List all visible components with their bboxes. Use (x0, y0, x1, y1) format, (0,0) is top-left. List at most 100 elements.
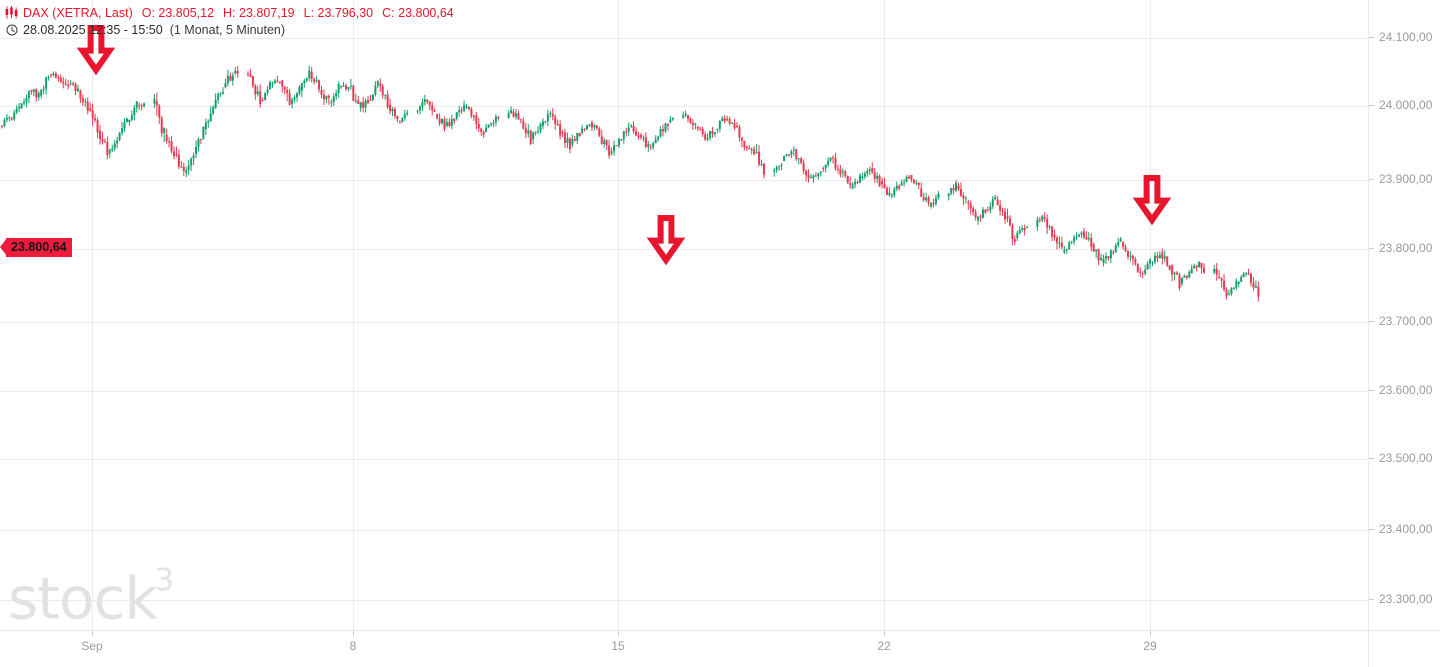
candle-body (834, 157, 837, 169)
candle-body (1, 125, 3, 127)
candle-body (755, 151, 758, 154)
candle-body (1087, 237, 1090, 240)
candle-body (800, 158, 803, 163)
plot-area[interactable] (0, 0, 1368, 630)
candle-body (1127, 250, 1130, 257)
candle-body (91, 110, 94, 119)
candle-body (79, 90, 82, 99)
candle-body (858, 175, 861, 183)
candle-body (829, 157, 832, 161)
candle-body (229, 75, 232, 81)
candle-body (969, 203, 972, 209)
candle-body (1068, 242, 1071, 250)
candle-body (812, 175, 815, 179)
candle-body (1213, 268, 1216, 273)
candle-body (487, 124, 490, 128)
candle-body (1168, 265, 1171, 270)
candle-body (785, 154, 788, 156)
candle-body (510, 110, 513, 114)
price-tick-dash (1369, 390, 1374, 391)
candle-body (214, 99, 217, 109)
candle-body (135, 101, 138, 108)
candle-body (118, 132, 121, 140)
axis-corner (1368, 630, 1440, 667)
time-tick-dash (1150, 631, 1151, 636)
candle-body (357, 100, 360, 104)
price-tick-label: 23.700,00 (1379, 314, 1433, 328)
candle-body (620, 139, 623, 141)
candle-body (310, 71, 313, 80)
candle-body (69, 83, 72, 85)
candle-body (571, 138, 574, 145)
candle-body (1151, 261, 1154, 263)
candle-body (448, 122, 451, 126)
candle-body (593, 125, 596, 128)
candle-body (207, 121, 210, 123)
candle-body (888, 192, 891, 195)
candle-body (187, 165, 190, 171)
candle-body (802, 163, 805, 172)
candle-body (354, 100, 357, 102)
candle-body (568, 138, 571, 150)
candle-body (1158, 255, 1161, 259)
candle-body (795, 149, 798, 159)
candle-body (627, 127, 630, 132)
candle-body (367, 100, 370, 103)
price-axis[interactable]: 24.100,00 24.000,00 23.900,00 23.800,00 23.7… (1368, 0, 1440, 630)
candle-body (330, 102, 333, 104)
candle-body (773, 170, 776, 172)
candle-body (18, 106, 21, 109)
candle-body (610, 151, 613, 154)
candle-body (320, 89, 323, 95)
price-tick-label: 23.600,00 (1379, 383, 1433, 397)
candle-body (47, 77, 50, 79)
candle-body (1227, 293, 1230, 295)
candle-body (950, 188, 953, 194)
candle-body (94, 118, 97, 121)
candle-body (25, 97, 28, 102)
candle-body (182, 166, 185, 171)
candle-body (1235, 280, 1238, 288)
candle-body (305, 78, 308, 81)
candle-body (472, 115, 475, 118)
candle-body (711, 131, 714, 135)
candle-body (192, 155, 195, 159)
candle-body (519, 119, 522, 121)
candle-body (1156, 255, 1159, 259)
time-axis[interactable]: Sep 8 15 22 29 (0, 630, 1368, 667)
candle-body (760, 163, 763, 165)
candle-body (704, 134, 707, 140)
candle-body (89, 108, 92, 111)
candle-body (934, 198, 937, 204)
candle-body (10, 118, 13, 120)
candle-body (52, 73, 55, 76)
candle-body (1195, 265, 1198, 268)
candle-body (1141, 273, 1144, 275)
candle-body (682, 115, 685, 118)
candle-body (362, 102, 365, 108)
candle-body (342, 85, 345, 87)
candle-body (856, 181, 859, 183)
candle-body (441, 119, 444, 124)
candle-body (1008, 218, 1011, 226)
candle-body (1257, 286, 1260, 297)
candle-body (96, 120, 99, 133)
price-tick-dash (1369, 248, 1374, 249)
candle-body (664, 123, 667, 132)
candle-body (295, 93, 298, 98)
candle-body (54, 73, 57, 78)
candle-body (460, 110, 463, 112)
candle-body (1254, 285, 1257, 288)
candle-body (431, 105, 434, 111)
candle-body (637, 135, 640, 138)
candle-body (927, 197, 930, 204)
candle-body (376, 81, 379, 86)
candle-body (433, 110, 436, 112)
candle-body (364, 100, 367, 108)
candle-body (649, 146, 652, 148)
price-tick: 23.900,00 (1369, 172, 1440, 187)
candle-body (133, 107, 136, 116)
price-tick: 24.000,00 (1369, 98, 1440, 113)
candle-body (403, 114, 406, 119)
candle-body (1136, 263, 1139, 272)
